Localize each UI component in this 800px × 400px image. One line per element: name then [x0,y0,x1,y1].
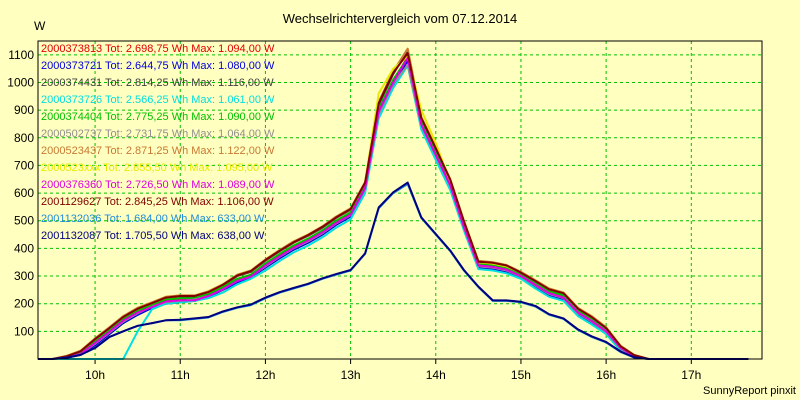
legend-entry: 2001129627 Tot: 2.845,25 Wh Max: 1.106,0… [41,196,274,208]
grid [38,41,762,359]
y-tick-label: 400 [14,241,34,255]
y-tick-label: 900 [14,103,34,117]
y-tick-label: 1000 [7,75,34,89]
x-tick-label: 17h [681,368,701,382]
x-tick-label: 12h [255,368,275,382]
y-tick-label: 1100 [8,48,34,62]
legend-entry: 2000523437 Tot: 2.871,25 Wh Max: 1.122,0… [41,145,275,157]
x-tick-label: 11h [171,368,190,382]
axis-ticks: 100 200 300 400 500 600 700 800 900 1000 1100 10h 11… [7,48,701,382]
series-lines [38,47,749,360]
legend-entry: 2000373721 Tot: 2.644,75 Wh Max: 1.080,0… [41,60,275,72]
legend-entry: 2000376360 Tot: 2.726,50 Wh Max: 1.089,0… [41,179,275,191]
chart-title: Wechselrichtervergleich vom 07.12.2014 [283,11,518,26]
legend-entry: 2000373813 Tot: 2.698,75 Wh Max: 1.094,0… [41,43,275,55]
series-line-2001132087 [38,181,749,360]
y-tick-label: 100 [14,324,34,338]
legend-entry: 2000502737 Tot: 2.731,75 Wh Max: 1.064,0… [41,128,275,140]
legend-entry: 2001132087 Tot: 1.705,50 Wh Max: 638,00 … [41,230,265,242]
legend-entry: 2000523xxx Tot: 2.855,50 Wh Max: 1.095,0… [41,162,273,174]
y-tick-label: 500 [14,214,34,228]
x-tick-label: 16h [596,368,616,382]
chart-credit: SunnyReport pinxit [703,385,796,397]
y-tick-label: 600 [14,186,34,200]
x-tick-label: 13h [341,368,361,382]
legend: 2000373813 Tot: 2.698,75 Wh Max: 1.094,0… [41,43,275,242]
series-line-2000376360 [38,56,749,360]
series-line-2001129627 [38,52,749,360]
plot-frame [37,40,763,360]
x-tick-label: 15h [511,368,531,382]
x-tick-label: 10h [85,368,105,382]
legend-entry: 2001132036 Tot: 1.684,00 Wh Max: 633,00 … [41,213,265,225]
x-tick-label: 14h [426,368,446,382]
y-tick-label: 800 [14,131,34,145]
y-tick-label: 200 [14,297,34,311]
y-axis-label: W [34,19,46,33]
y-tick-label: 700 [14,158,34,172]
legend-entry: 2000374431 Tot: 2.814,25 Wh Max: 1.116,0… [41,77,274,89]
legend-entry: 2000373726 Tot: 2.566,25 Wh Max: 1.061,0… [41,94,275,106]
y-tick-label: 300 [14,269,34,283]
legend-entry: 2000374404 Tot: 2.775,25 Wh Max: 1.090,0… [41,111,275,123]
